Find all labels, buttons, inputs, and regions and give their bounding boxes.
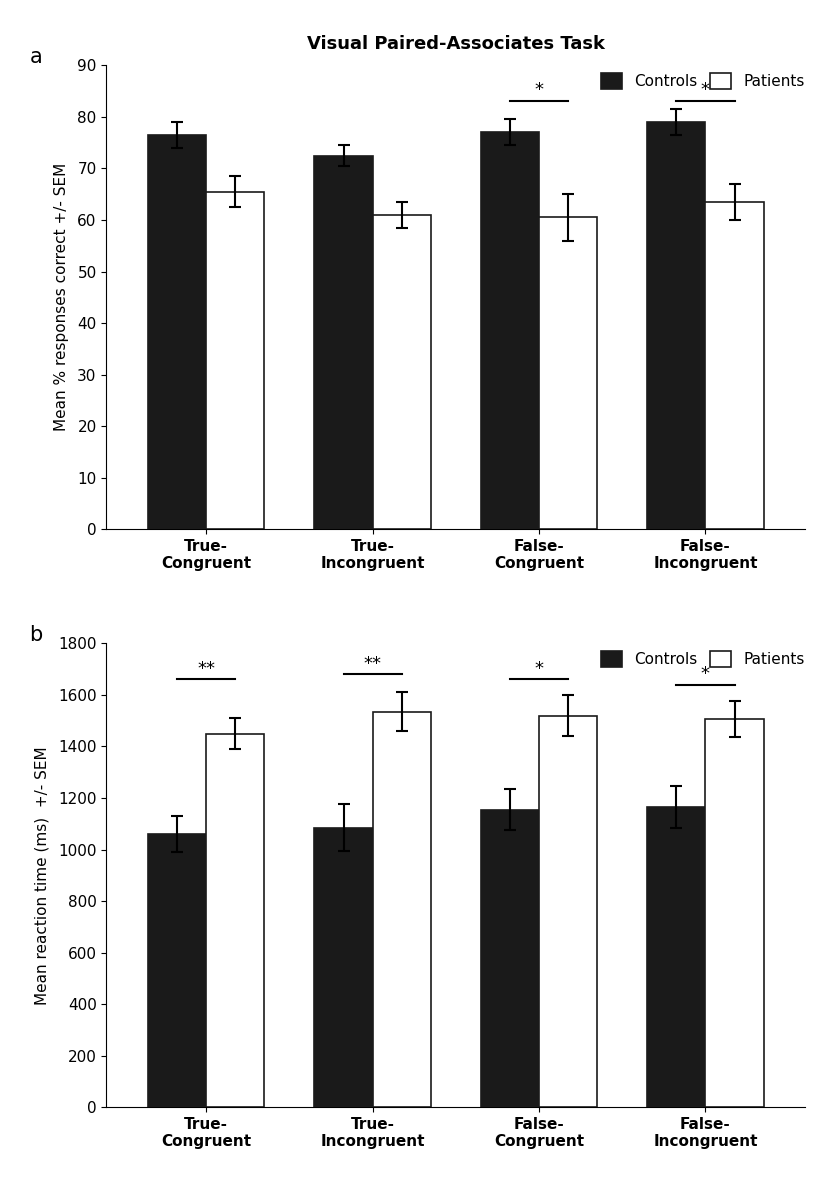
Bar [148, 135, 207, 529]
Text: *: * [701, 81, 710, 99]
Bar [539, 715, 597, 1107]
Bar [314, 828, 373, 1107]
Bar [373, 712, 431, 1107]
Text: **: ** [364, 655, 381, 673]
Bar [647, 807, 706, 1107]
Text: b: b [29, 625, 43, 645]
Bar [314, 155, 373, 529]
Text: a: a [29, 47, 42, 66]
Bar [706, 720, 764, 1107]
Text: *: * [534, 661, 543, 678]
Bar [207, 192, 265, 529]
Bar [480, 810, 539, 1107]
Title: Visual Paired-Associates Task: Visual Paired-Associates Task [307, 34, 605, 53]
Bar [148, 834, 207, 1107]
Bar [647, 122, 706, 529]
Bar [373, 214, 431, 529]
Legend: Controls, Patients: Controls, Patients [601, 651, 805, 667]
Bar [207, 734, 265, 1107]
Text: **: ** [197, 661, 215, 678]
Text: *: * [701, 665, 710, 683]
Bar [539, 218, 597, 529]
Text: *: * [534, 81, 543, 99]
Bar [480, 133, 539, 529]
Y-axis label: Mean % responses correct +/- SEM: Mean % responses correct +/- SEM [54, 163, 69, 431]
Bar [706, 202, 764, 529]
Legend: Controls, Patients: Controls, Patients [601, 73, 805, 89]
Y-axis label: Mean reaction time (ms)  +/- SEM: Mean reaction time (ms) +/- SEM [34, 746, 50, 1004]
